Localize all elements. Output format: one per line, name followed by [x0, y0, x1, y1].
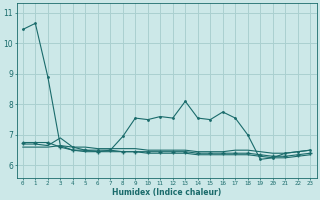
X-axis label: Humidex (Indice chaleur): Humidex (Indice chaleur): [112, 188, 221, 197]
